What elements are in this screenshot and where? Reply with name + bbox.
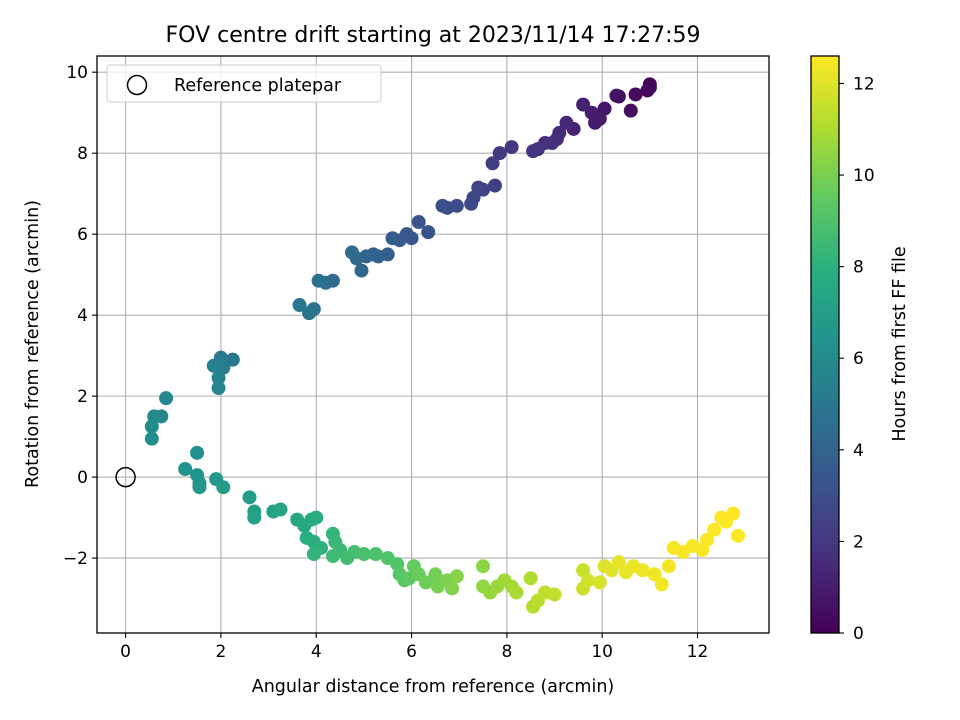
data-point — [192, 480, 207, 495]
data-point — [344, 245, 359, 260]
colorbar: 0 2 4 6 8 10 12 Hours from first FF file — [810, 55, 910, 644]
colorbar-tick-label: 6 — [853, 349, 864, 369]
chart-title: FOV centre drift starting at 2023/11/14 … — [166, 23, 701, 48]
data-point — [635, 563, 650, 578]
data-point — [421, 225, 436, 240]
data-point — [476, 559, 491, 574]
data-point — [464, 196, 479, 211]
y-tick-label: 4 — [77, 306, 88, 326]
y-tick-label: 0 — [77, 468, 88, 488]
colorbar-tick-label: 12 — [853, 74, 875, 94]
x-axis-ticks: 0 2 4 6 8 10 12 — [120, 633, 708, 662]
scatter-points — [144, 77, 746, 614]
data-point — [623, 103, 638, 118]
y-tick-label: 10 — [66, 63, 88, 83]
x-tick-label: 6 — [406, 642, 417, 662]
data-point — [306, 547, 321, 562]
data-point — [309, 510, 324, 525]
x-tick-label: 2 — [216, 642, 227, 662]
plot-frame — [96, 55, 770, 634]
grid — [97, 56, 769, 633]
data-point — [580, 573, 595, 588]
data-point — [449, 569, 464, 584]
data-point — [216, 480, 231, 495]
data-point — [611, 555, 626, 570]
data-point — [418, 575, 433, 590]
y-axis-label: Rotation from reference (arcmin) — [23, 200, 43, 488]
colorbar-tick-label: 8 — [853, 258, 864, 278]
data-point — [385, 231, 400, 246]
data-point — [435, 198, 450, 213]
data-point — [354, 263, 369, 278]
data-point — [178, 462, 193, 477]
y-tick-label: 2 — [77, 387, 88, 407]
data-point — [144, 419, 159, 434]
data-point — [485, 156, 500, 171]
x-tick-label: 8 — [501, 642, 512, 662]
data-point — [547, 587, 562, 602]
data-point — [356, 547, 371, 562]
data-point — [509, 585, 524, 600]
x-axis-label: Angular distance from reference (arcmin) — [252, 677, 615, 697]
colorbar-tick-label: 4 — [853, 441, 864, 461]
data-point — [628, 87, 643, 102]
legend-marker — [126, 74, 148, 96]
colorbar-gradient — [810, 55, 840, 634]
legend-entry-reference-platepar: Reference platepar — [174, 76, 342, 96]
data-point — [144, 431, 159, 446]
data-point — [311, 273, 326, 288]
colorbar-label: Hours from first FF file — [890, 246, 910, 441]
data-point — [211, 370, 226, 385]
data-point — [487, 178, 502, 193]
colorbar-ticks: 0 2 4 6 8 10 12 — [839, 74, 875, 644]
data-point — [647, 567, 662, 582]
data-point — [592, 575, 607, 590]
data-point — [726, 506, 741, 521]
data-point — [642, 80, 657, 95]
data-point — [273, 502, 288, 517]
data-point — [526, 144, 541, 159]
data-point — [292, 298, 307, 313]
y-tick-label: 6 — [77, 225, 88, 245]
data-point — [559, 115, 574, 130]
colorbar-tick-label: 0 — [853, 624, 864, 644]
y-tick-label: 8 — [77, 144, 88, 164]
data-point — [302, 306, 317, 321]
colorbar-tick-label: 10 — [853, 166, 875, 186]
data-point — [700, 532, 715, 547]
data-point — [242, 490, 257, 505]
data-point — [707, 522, 722, 537]
data-point — [159, 391, 174, 406]
data-point — [411, 215, 426, 230]
x-tick-label: 0 — [120, 642, 131, 662]
data-point — [661, 559, 676, 574]
legend-box — [106, 64, 382, 103]
colorbar-tick-label: 2 — [853, 532, 864, 552]
data-point — [225, 352, 240, 367]
data-point — [492, 146, 507, 161]
data-point — [504, 140, 519, 155]
y-tick-label: −2 — [63, 549, 88, 569]
data-point — [368, 547, 383, 562]
data-point — [211, 381, 226, 396]
data-point — [523, 571, 538, 586]
data-point — [609, 88, 624, 103]
data-point — [731, 528, 746, 543]
data-point — [428, 567, 443, 582]
legend: Reference platepar — [106, 64, 382, 103]
x-tick-label: 10 — [591, 642, 613, 662]
reference-platepar-marker — [115, 466, 136, 488]
x-tick-label: 4 — [311, 642, 322, 662]
data-point — [445, 581, 460, 596]
data-point — [247, 510, 262, 525]
data-point — [206, 358, 221, 373]
x-tick-label: 12 — [687, 642, 709, 662]
data-point — [654, 577, 669, 592]
y-axis-ticks: −2 0 2 4 6 8 10 — [63, 63, 97, 569]
data-point — [325, 549, 340, 564]
data-point — [190, 445, 205, 460]
data-point — [576, 97, 591, 112]
